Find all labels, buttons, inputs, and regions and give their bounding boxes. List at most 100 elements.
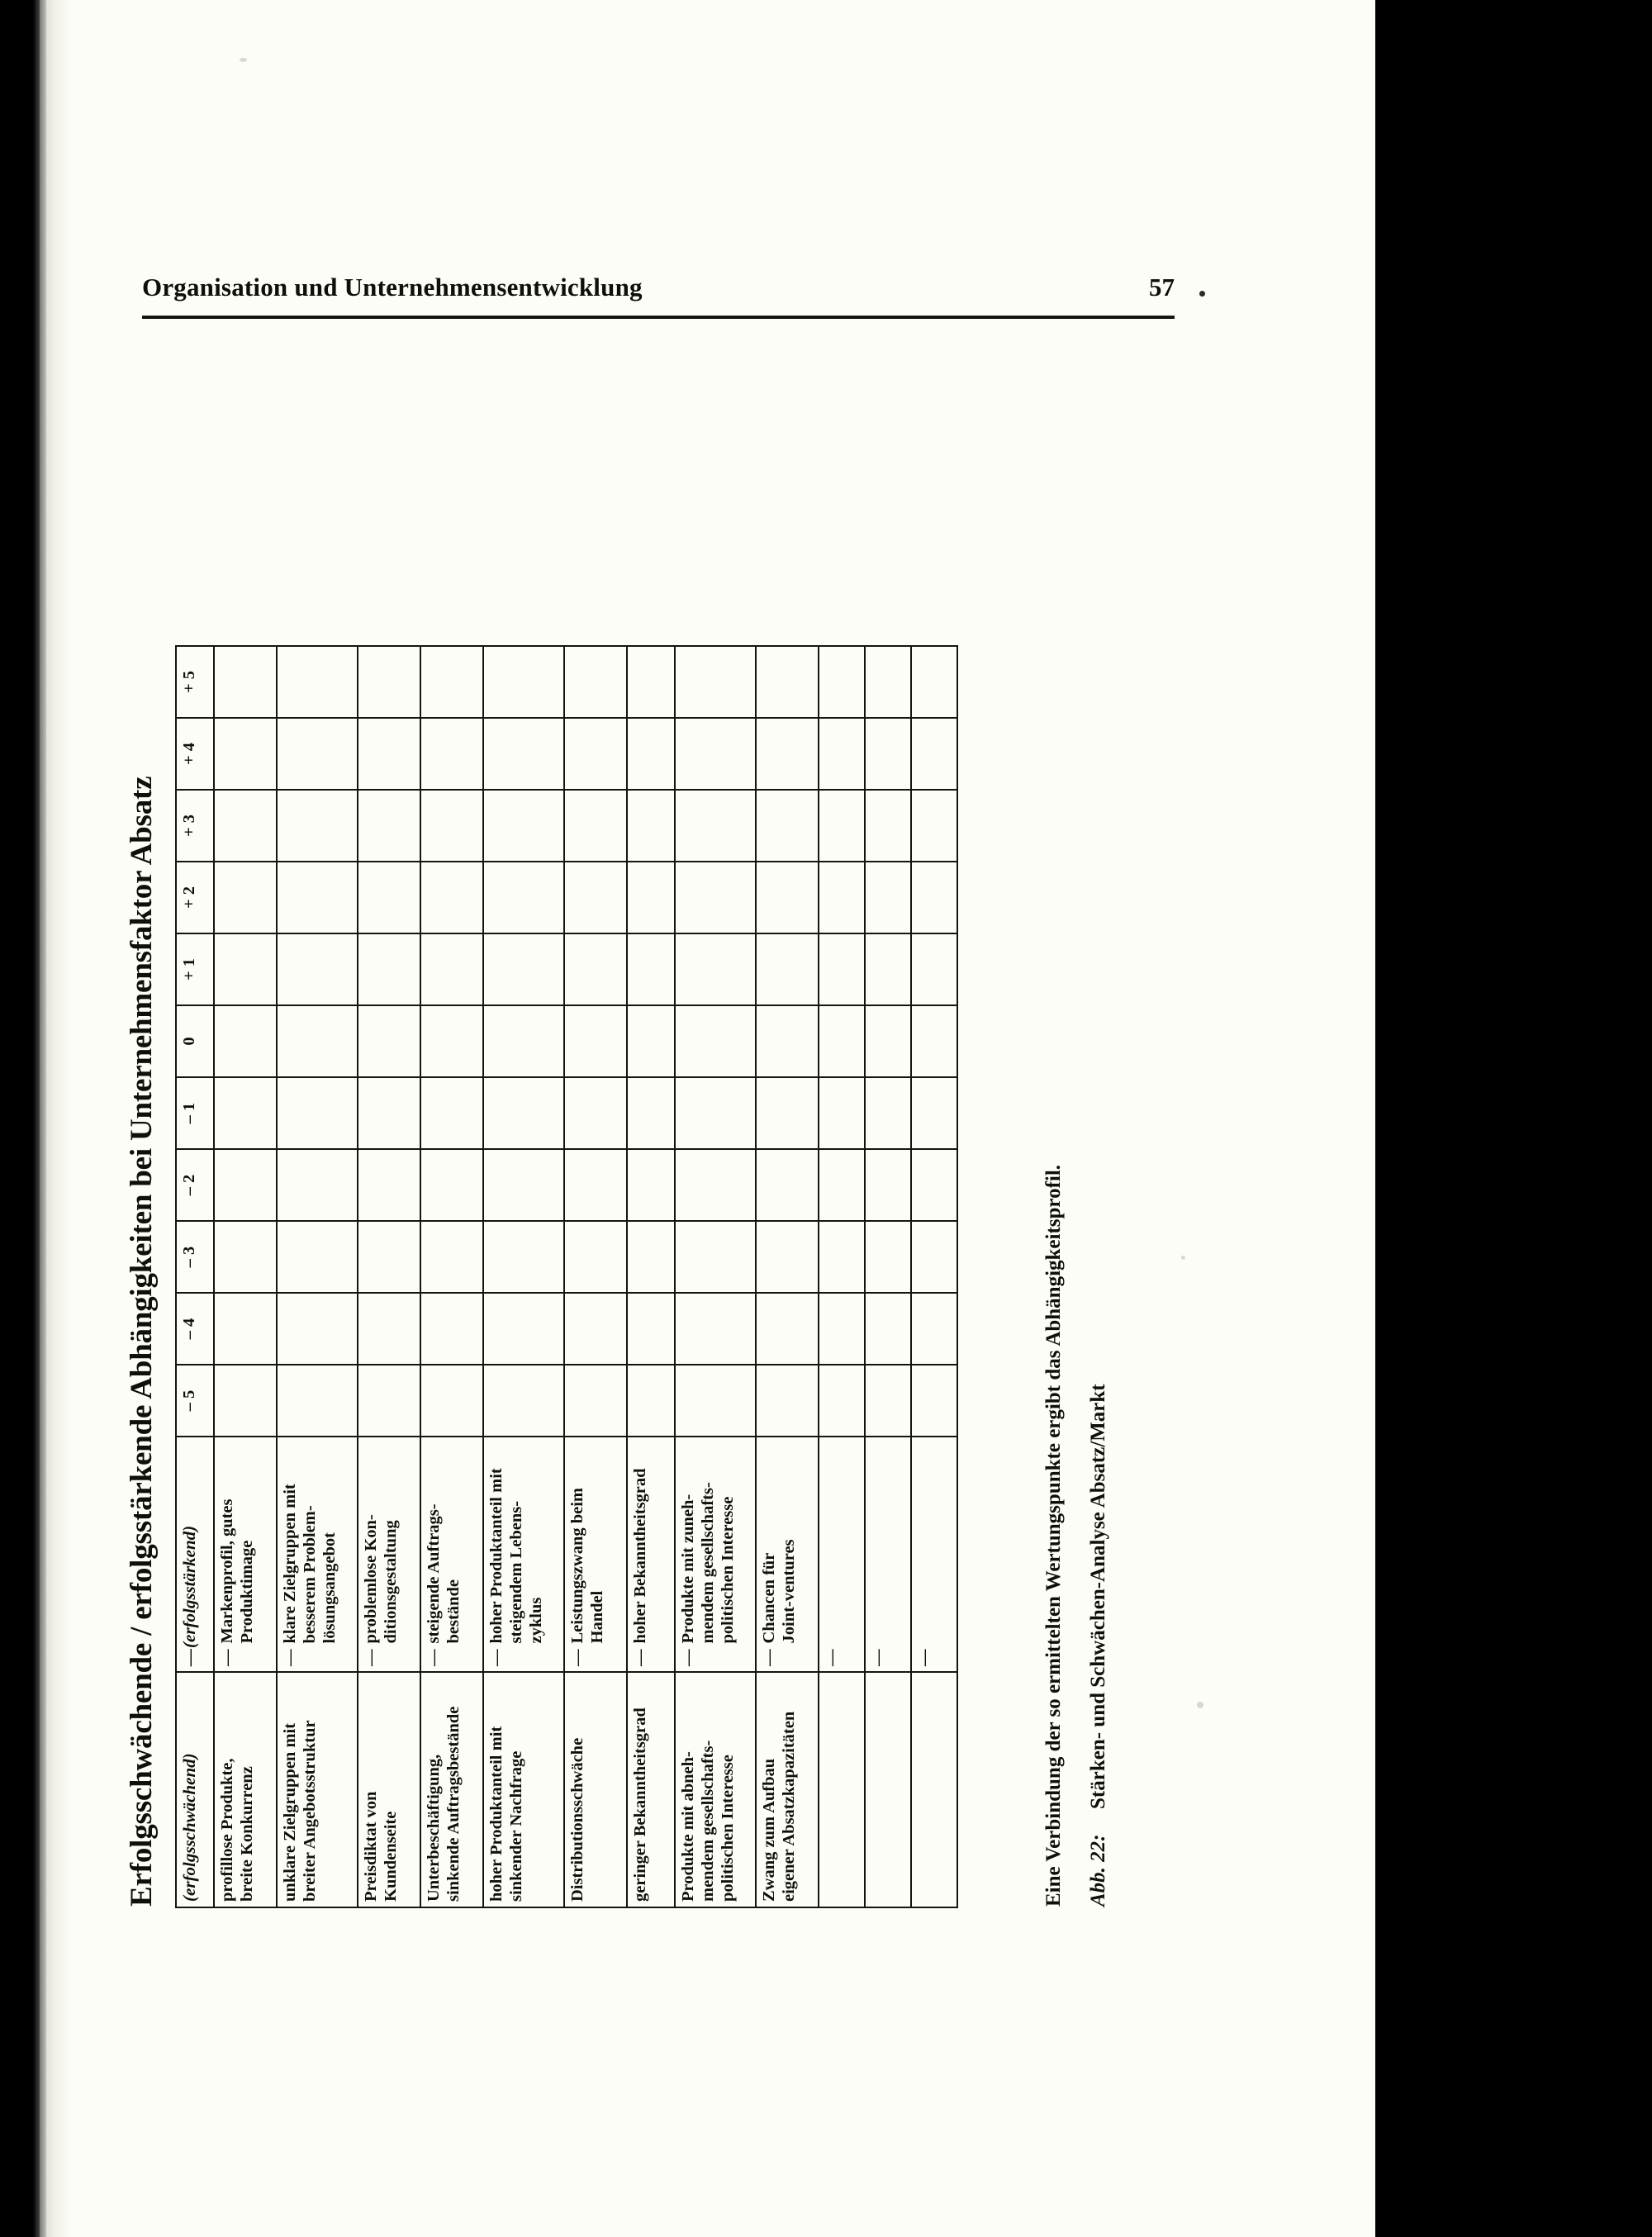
rating-cell[interactable]	[627, 1149, 675, 1221]
rating-cell[interactable]	[865, 1293, 911, 1365]
rating-cell[interactable]	[214, 862, 277, 933]
rating-cell[interactable]	[358, 933, 420, 1005]
rating-cell[interactable]	[756, 718, 819, 790]
rating-cell[interactable]	[865, 862, 911, 933]
rating-cell[interactable]	[277, 718, 358, 790]
rating-cell[interactable]	[756, 933, 819, 1005]
rating-cell[interactable]	[358, 790, 420, 862]
rating-cell[interactable]	[420, 1149, 483, 1221]
rating-cell[interactable]	[819, 1365, 865, 1437]
rating-cell[interactable]	[277, 1293, 358, 1365]
rating-cell[interactable]	[277, 1077, 358, 1149]
rating-cell[interactable]	[675, 1221, 756, 1293]
rating-cell[interactable]	[277, 1005, 358, 1077]
rating-cell[interactable]	[756, 1149, 819, 1221]
rating-cell[interactable]	[483, 1293, 564, 1365]
rating-cell[interactable]	[865, 718, 911, 790]
rating-cell[interactable]	[627, 1221, 675, 1293]
rating-cell[interactable]	[483, 1005, 564, 1077]
rating-cell[interactable]	[865, 1365, 911, 1437]
rating-cell[interactable]	[911, 646, 957, 718]
rating-cell[interactable]	[911, 862, 957, 933]
rating-cell[interactable]	[564, 1077, 627, 1149]
rating-cell[interactable]	[358, 718, 420, 790]
rating-cell[interactable]	[865, 646, 911, 718]
rating-cell[interactable]	[819, 1077, 865, 1149]
rating-cell[interactable]	[865, 1077, 911, 1149]
rating-cell[interactable]	[358, 1365, 420, 1437]
rating-cell[interactable]	[819, 790, 865, 862]
rating-cell[interactable]	[627, 1293, 675, 1365]
rating-cell[interactable]	[214, 646, 277, 718]
rating-cell[interactable]	[214, 1149, 277, 1221]
rating-cell[interactable]	[911, 1005, 957, 1077]
rating-cell[interactable]	[911, 790, 957, 862]
rating-cell[interactable]	[483, 790, 564, 862]
rating-cell[interactable]	[564, 933, 627, 1005]
rating-cell[interactable]	[420, 1077, 483, 1149]
rating-cell[interactable]	[483, 862, 564, 933]
rating-cell[interactable]	[627, 933, 675, 1005]
rating-cell[interactable]	[483, 933, 564, 1005]
rating-cell[interactable]	[214, 1077, 277, 1149]
rating-cell[interactable]	[911, 718, 957, 790]
rating-cell[interactable]	[865, 1221, 911, 1293]
rating-cell[interactable]	[819, 1149, 865, 1221]
rating-cell[interactable]	[819, 718, 865, 790]
rating-cell[interactable]	[214, 1005, 277, 1077]
rating-cell[interactable]	[819, 646, 865, 718]
rating-cell[interactable]	[358, 1293, 420, 1365]
rating-cell[interactable]	[277, 933, 358, 1005]
rating-cell[interactable]	[483, 1365, 564, 1437]
rating-cell[interactable]	[819, 1221, 865, 1293]
rating-cell[interactable]	[675, 790, 756, 862]
rating-cell[interactable]	[911, 1077, 957, 1149]
rating-cell[interactable]	[277, 862, 358, 933]
rating-cell[interactable]	[819, 933, 865, 1005]
rating-cell[interactable]	[564, 1221, 627, 1293]
rating-cell[interactable]	[865, 1005, 911, 1077]
rating-cell[interactable]	[483, 1221, 564, 1293]
rating-cell[interactable]	[627, 862, 675, 933]
rating-cell[interactable]	[675, 1293, 756, 1365]
rating-cell[interactable]	[277, 790, 358, 862]
rating-cell[interactable]	[564, 1149, 627, 1221]
rating-cell[interactable]	[675, 1149, 756, 1221]
rating-cell[interactable]	[564, 718, 627, 790]
rating-cell[interactable]	[819, 1005, 865, 1077]
rating-cell[interactable]	[277, 1149, 358, 1221]
rating-cell[interactable]	[420, 1221, 483, 1293]
rating-cell[interactable]	[420, 1365, 483, 1437]
rating-cell[interactable]	[214, 933, 277, 1005]
rating-cell[interactable]	[627, 1077, 675, 1149]
rating-cell[interactable]	[819, 862, 865, 933]
rating-cell[interactable]	[277, 646, 358, 718]
rating-cell[interactable]	[675, 646, 756, 718]
rating-cell[interactable]	[358, 1005, 420, 1077]
rating-cell[interactable]	[756, 1365, 819, 1437]
rating-cell[interactable]	[675, 1365, 756, 1437]
rating-cell[interactable]	[420, 933, 483, 1005]
rating-cell[interactable]	[358, 646, 420, 718]
rating-cell[interactable]	[420, 646, 483, 718]
rating-cell[interactable]	[358, 862, 420, 933]
rating-cell[interactable]	[911, 1293, 957, 1365]
rating-cell[interactable]	[214, 790, 277, 862]
rating-cell[interactable]	[911, 1221, 957, 1293]
rating-cell[interactable]	[358, 1149, 420, 1221]
rating-cell[interactable]	[756, 1005, 819, 1077]
rating-cell[interactable]	[675, 933, 756, 1005]
rating-cell[interactable]	[564, 862, 627, 933]
rating-cell[interactable]	[420, 790, 483, 862]
rating-cell[interactable]	[675, 1077, 756, 1149]
rating-cell[interactable]	[756, 790, 819, 862]
rating-cell[interactable]	[675, 1005, 756, 1077]
rating-cell[interactable]	[214, 1293, 277, 1365]
rating-cell[interactable]	[483, 718, 564, 790]
rating-cell[interactable]	[911, 1365, 957, 1437]
rating-cell[interactable]	[483, 646, 564, 718]
rating-cell[interactable]	[627, 1005, 675, 1077]
rating-cell[interactable]	[358, 1077, 420, 1149]
rating-cell[interactable]	[865, 790, 911, 862]
rating-cell[interactable]	[911, 933, 957, 1005]
